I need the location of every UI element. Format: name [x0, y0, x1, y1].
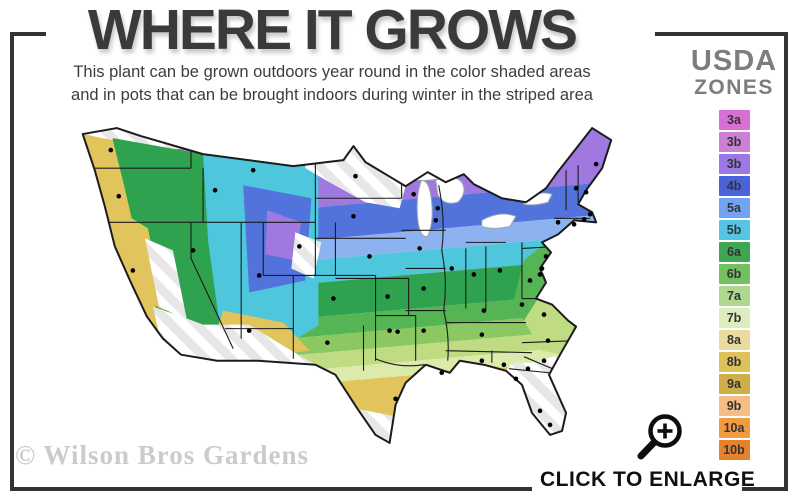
state-borders [84, 136, 591, 374]
zone-chip-7b: 7b [718, 307, 750, 328]
usda-zones-list: 3a 3b 3b 4b 5a 5b 6a 6b 7a 7b 8a 8b 9a 9b 10a 10b [676, 109, 792, 460]
usa-outline [81, 127, 613, 444]
watermark: © Wilson Bros Gardens [15, 440, 309, 470]
click-to-enlarge-label[interactable]: CLICK TO ENLARGE [540, 468, 756, 491]
legend-title-zones: ZONES [694, 76, 774, 100]
zone-chip-10b: 10b [718, 439, 750, 460]
zone-chip-6b: 6b [718, 263, 750, 284]
zone-chip-10a: 10a [718, 417, 750, 438]
subtitle-line-2: and in pots that can be brought indoors … [71, 86, 593, 105]
frame-border-top-left [10, 32, 46, 36]
frame-border-bottom-left [10, 487, 532, 491]
page-title: WHERE IT GROWS [87, 0, 578, 62]
zone-chip-8a: 8a [718, 329, 750, 350]
frame-border-right [784, 32, 788, 491]
usda-zone-map[interactable] [52, 110, 670, 466]
zone-chip-6a: 6a [718, 241, 750, 262]
usda-zones-legend: USDA ZONES 3a 3b 3b 4b 5a 5b 6a 6b 7a 7b 8a 8b 9a 9b 1… [676, 46, 792, 462]
zone-chip-3b2: 3b [718, 153, 750, 174]
zone-chip-8b: 8b [718, 351, 750, 372]
zone-chip-3a: 3a [718, 109, 750, 130]
zone-chip-5b: 5b [718, 219, 750, 240]
zone-chip-5a: 5a [718, 197, 750, 218]
state-marker-dots [108, 147, 599, 428]
click-to-enlarge-button[interactable]: CLICK TO ENLARGE [540, 410, 756, 492]
zone-chip-7a: 7a [718, 285, 750, 306]
legend-title-usda: USDA [690, 45, 778, 77]
zone-chip-9b: 9b [718, 395, 750, 416]
frame-border-bottom-right [742, 487, 788, 491]
subtitle: This plant can be grown outdoors year ro… [8, 61, 656, 108]
zone-chip-4b: 4b [718, 175, 750, 196]
zone-chip-9a: 9a [718, 373, 750, 394]
zone-chip-3b: 3b [718, 131, 750, 152]
usa-map-graphic [81, 127, 613, 444]
frame-border-left [10, 32, 14, 491]
frame-border-top-right [655, 32, 788, 36]
magnifier-plus-icon[interactable] [629, 410, 687, 466]
subtitle-line-1: This plant can be grown outdoors year ro… [73, 63, 591, 81]
